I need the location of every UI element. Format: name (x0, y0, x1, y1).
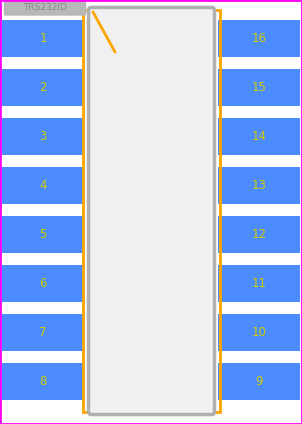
Text: 2: 2 (39, 81, 47, 94)
Text: 5: 5 (39, 228, 47, 241)
Bar (218, 167, 300, 204)
Text: 12: 12 (252, 228, 266, 241)
Bar (218, 20, 300, 57)
Text: TRS232ID: TRS232ID (23, 3, 67, 12)
Text: 16: 16 (252, 32, 266, 45)
Text: 14: 14 (252, 130, 266, 143)
FancyBboxPatch shape (4, 0, 86, 16)
Bar (83, 10, 220, 412)
Text: 13: 13 (252, 179, 266, 192)
Text: 1: 1 (39, 32, 47, 45)
Text: 4: 4 (39, 179, 47, 192)
Bar (2, 314, 84, 351)
Bar (2, 69, 84, 106)
Text: 15: 15 (252, 81, 266, 94)
Bar (2, 363, 84, 400)
Bar (218, 363, 300, 400)
Bar (218, 314, 300, 351)
Bar (2, 216, 84, 253)
Bar (2, 118, 84, 155)
Bar (218, 265, 300, 302)
Text: 6: 6 (39, 277, 47, 290)
Text: 9: 9 (255, 375, 263, 388)
Bar (2, 20, 84, 57)
Text: 11: 11 (252, 277, 266, 290)
Bar (218, 69, 300, 106)
Text: 10: 10 (252, 326, 266, 339)
Bar (218, 118, 300, 155)
Bar (218, 216, 300, 253)
FancyBboxPatch shape (88, 8, 214, 415)
Text: 7: 7 (39, 326, 47, 339)
Bar (2, 167, 84, 204)
Text: 3: 3 (39, 130, 47, 143)
Text: 8: 8 (39, 375, 47, 388)
Bar (2, 265, 84, 302)
